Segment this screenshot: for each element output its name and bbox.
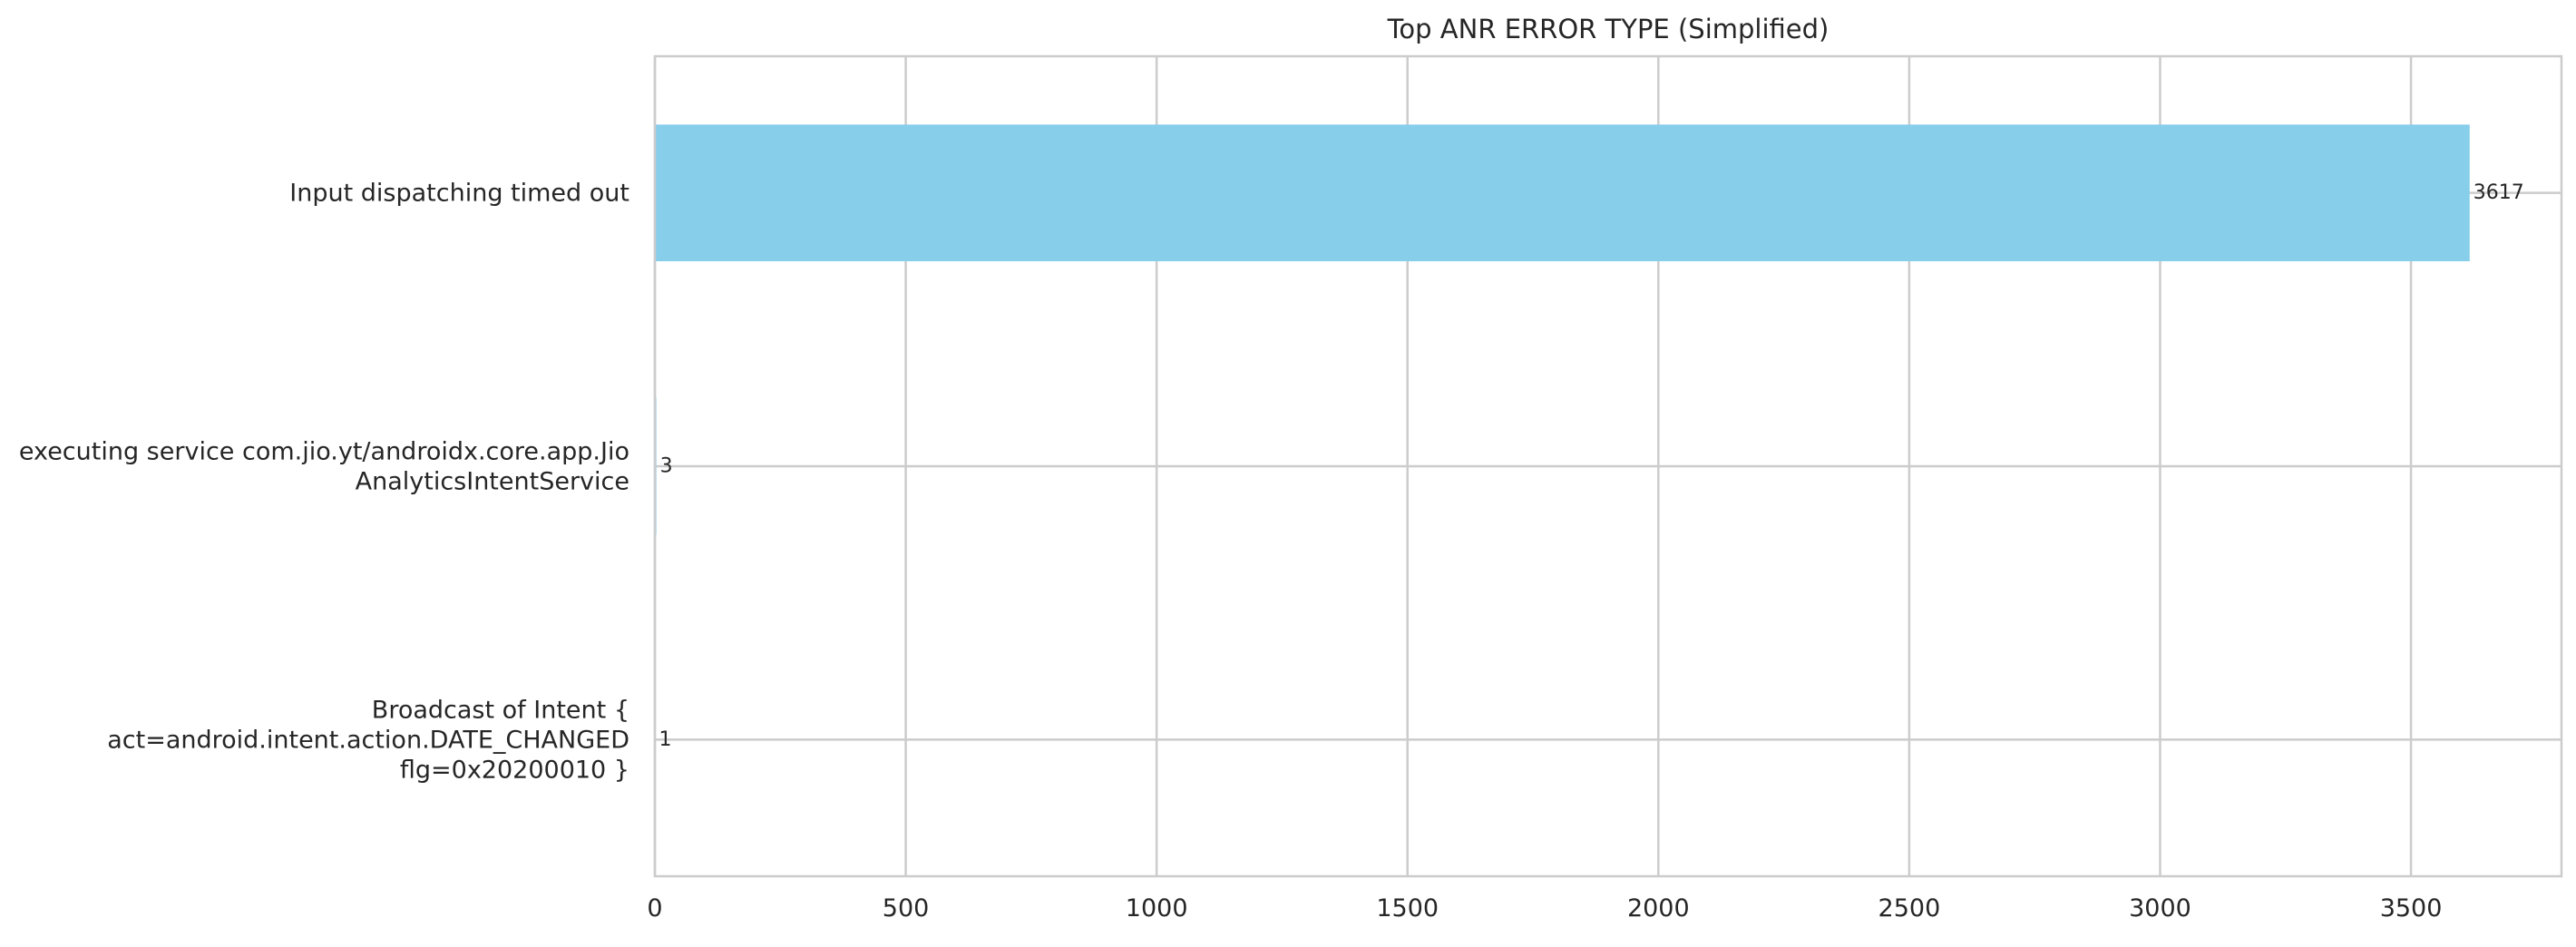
x-tick-label: 2500 (1878, 894, 1941, 923)
x-tick-label: 1000 (1126, 894, 1188, 923)
y-tick-label-line: flg=0x20200010 } (400, 756, 629, 784)
y-tick-label: Input dispatching timed out (289, 179, 629, 207)
y-tick-label-line: act=android.intent.action.DATE_CHANGED (107, 726, 629, 754)
x-tick-label: 3500 (2380, 894, 2443, 923)
data-label: 3617 (2474, 181, 2524, 204)
bars (655, 124, 2470, 808)
x-tick-label: 0 (647, 894, 662, 923)
y-tick-label-line: AnalyticsIntentService (356, 467, 629, 495)
y-tick-label-line: Broadcast of Intent { (372, 696, 629, 724)
x-tick-label: 1500 (1376, 894, 1439, 923)
y-tick-label: executing service com.jio.yt/androidx.co… (19, 437, 629, 495)
x-tick-label: 500 (883, 894, 930, 923)
bar (655, 124, 2470, 261)
y-tick-label-line: executing service com.jio.yt/androidx.co… (19, 437, 629, 465)
chart-title: Top ANR ERROR TYPE (Simplified) (1387, 14, 1830, 44)
x-tick-label: 2000 (1627, 894, 1690, 923)
y-tick-label-line: Input dispatching timed out (289, 179, 629, 207)
x-tick-label: 3000 (2129, 894, 2191, 923)
plot-frame (653, 54, 2563, 878)
plot-border (653, 54, 2563, 878)
data-label: 1 (659, 728, 672, 751)
labels: 3617 3 1 0 500 1000 1500 2000 2500 3000 3500 Input … (19, 179, 2524, 923)
y-tick-label: Broadcast of Intent {act=android.intent.… (107, 696, 629, 784)
data-label: 3 (660, 455, 673, 478)
